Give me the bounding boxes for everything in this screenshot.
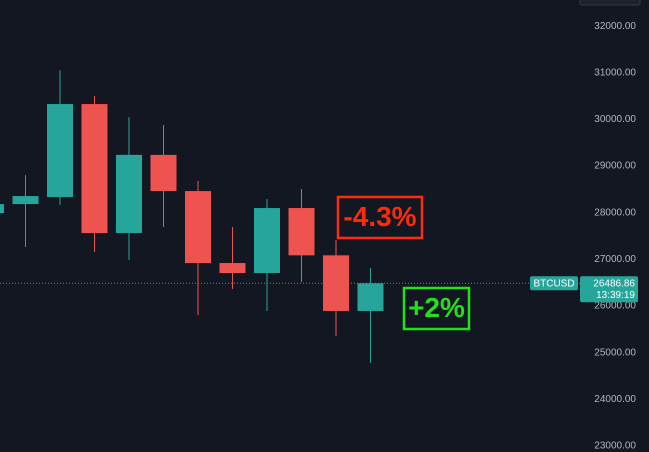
price-label: 26486.86 — [593, 278, 635, 289]
price-label-bg — [580, 276, 638, 303]
y-tick-label: 31000.00 — [594, 67, 636, 78]
annotation-text: +2% — [408, 292, 465, 323]
y-tick-label: 25000.00 — [594, 347, 636, 358]
y-tick-label: 26000.00 — [594, 301, 636, 312]
y-tick-label: 28000.00 — [594, 207, 636, 218]
annotation-text: -4.3% — [343, 201, 416, 232]
y-tick-label: 23000.00 — [594, 441, 636, 452]
candle-body — [150, 154, 177, 192]
y-tick-label: 30000.00 — [594, 114, 636, 125]
candle-body — [288, 208, 315, 256]
y-tick-label: 24000.00 — [594, 394, 636, 405]
candle-body — [357, 283, 384, 311]
candle-body — [81, 104, 108, 234]
y-tick-label: 27000.00 — [594, 254, 636, 265]
countdown-label: 13:39:19 — [596, 290, 635, 301]
toolbar-button[interactable] — [579, 0, 641, 6]
candle-body — [47, 104, 73, 198]
annotation-box — [336, 195, 424, 240]
candle-body — [323, 255, 349, 311]
annotation-box — [402, 286, 471, 331]
y-tick-label: 29000.00 — [594, 161, 636, 172]
candle-body — [116, 154, 142, 234]
candle-body — [12, 196, 39, 205]
y-tick-label: 32000.00 — [594, 21, 636, 32]
candle-body — [0, 204, 4, 214]
symbol-label-bg — [530, 276, 578, 291]
candle-body — [254, 208, 280, 274]
candle-body — [185, 191, 211, 264]
symbol-label: BTCUSD — [533, 278, 574, 289]
candle-body — [219, 263, 246, 274]
